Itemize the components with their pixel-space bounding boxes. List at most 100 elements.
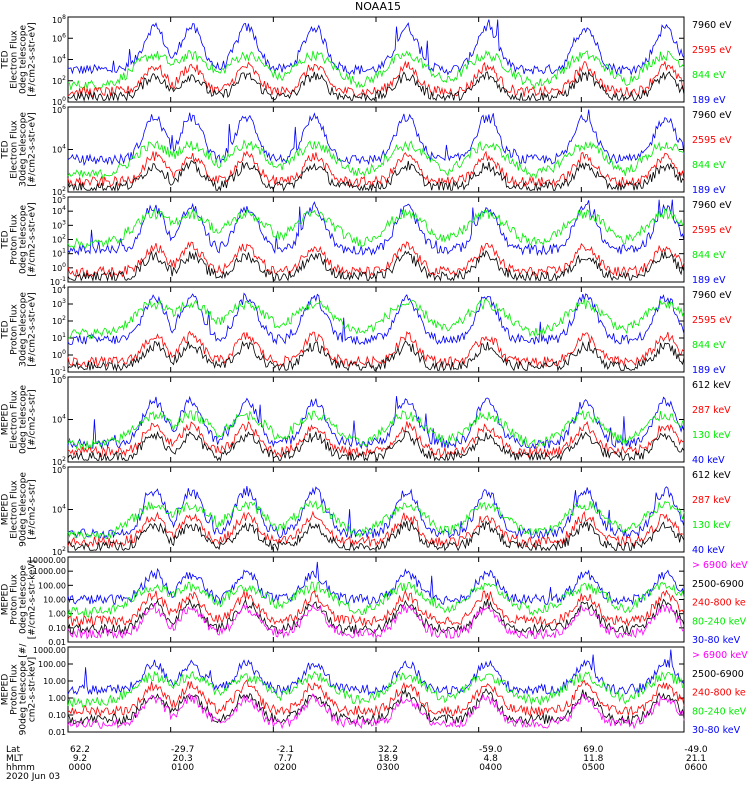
legend-entry: 844 eV	[692, 160, 726, 171]
legend-entry: 7960 eV	[692, 200, 732, 211]
legend-entry: 287 keV	[692, 495, 731, 506]
legend-entry: 40 keV	[692, 545, 725, 556]
x-axis-row-label: MLT	[6, 754, 24, 764]
legend-entry: 240-800 ke	[692, 598, 746, 609]
y-tick-label: 101	[52, 332, 66, 343]
series-line	[67, 139, 685, 181]
series-line	[67, 598, 685, 636]
y-tick-label: 100	[52, 349, 66, 360]
y-axis-label: TEDElectron Flux0deg telescope[#/cm2-s-s…	[1, 22, 38, 97]
x-axis-row-value: 20.3	[173, 754, 193, 764]
series-line	[67, 581, 685, 618]
legend-entry: 40 keV	[692, 455, 725, 466]
x-axis-row-value: 7.7	[278, 754, 292, 764]
y-tick-label: 104	[52, 144, 66, 155]
x-axis-row-value: 4.8	[484, 754, 499, 764]
x-axis-row-value: 9.2	[73, 754, 87, 764]
series-line	[67, 330, 685, 369]
legend-entry: 30-80 keV	[692, 725, 741, 736]
legend-entry: 80-240 keV	[692, 706, 747, 717]
series-line	[67, 670, 684, 708]
y-axis-label: MEPEDProton Flux0deg telescope[#/cm2-s-s…	[1, 560, 38, 639]
panel-meped-electron-0deg: 102 104 106 MEPEDElectron Flux0deg telescop…	[1, 374, 732, 467]
legend-entry: 2595 eV	[692, 45, 732, 56]
legend-entry: 130 keV	[692, 520, 731, 531]
legend-entry: 2595 eV	[692, 315, 732, 326]
series-line	[67, 693, 685, 730]
series-line	[67, 510, 685, 549]
series-line	[67, 420, 685, 459]
x-axis-row-label: Lat	[6, 745, 21, 755]
legend-entry: 287 keV	[692, 405, 731, 416]
y-tick-label: 101	[52, 248, 66, 259]
panel-frame	[67, 16, 685, 103]
x-axis-row-value: -2.1	[277, 745, 295, 755]
series-line	[67, 49, 685, 91]
panel-meped-proton-90deg: 0.01 0.10 1.00 10.00 100.00 1000.00MEPEDProto…	[1, 643, 749, 737]
panel-ted-electron-30deg: 102 104 106 TEDElectron Flux30deg telescope…	[1, 104, 733, 197]
series-line	[67, 485, 685, 540]
x-axis-row-value: 21.1	[686, 754, 706, 764]
legend-entry: 30-80 keV	[692, 635, 741, 646]
y-tick-label: 104	[52, 414, 66, 425]
y-tick-label: 10-1	[50, 366, 66, 377]
series-line	[67, 150, 685, 188]
x-axis-row-value: 0400	[479, 763, 502, 773]
x-axis-row-value: -59.0	[479, 745, 503, 755]
y-tick-label: 102	[52, 315, 66, 326]
series-line	[67, 250, 685, 282]
legend-entry: 189 eV	[692, 95, 726, 106]
y-tick-label: 102	[52, 546, 66, 557]
legend-entry: 844 eV	[692, 250, 726, 261]
y-tick-label: 106	[52, 32, 66, 43]
series-line	[67, 199, 685, 257]
legend-entry: 2595 eV	[692, 135, 732, 146]
x-axis: Lat 62.2 -29.7 -2.1 32.2 -59.0 69.0 -49.0 MLT 9.2…	[6, 745, 708, 782]
panel-frame	[67, 556, 685, 643]
legend-entry: 189 eV	[692, 185, 726, 196]
series-line	[67, 520, 685, 552]
x-axis-row-value: 18.9	[378, 754, 398, 764]
y-tick-label: 102	[52, 234, 66, 245]
series-line	[67, 679, 685, 718]
y-tick-label: 104	[52, 54, 66, 65]
legend-entry: 189 eV	[692, 275, 726, 286]
y-tick-label: 1000.00	[33, 646, 66, 655]
y-tick-label: 104	[52, 504, 66, 515]
series-line	[67, 649, 685, 696]
y-tick-label: 0.10	[48, 624, 66, 633]
y-tick-label: 106	[52, 104, 66, 115]
x-axis-row-value: 69.0	[583, 745, 603, 755]
panel-ted-electron-0deg: 100 102 104 106 108 TEDElectron Flux0deg tele…	[1, 14, 733, 107]
date-label: 2020 Jun 03	[6, 772, 60, 782]
series-line	[67, 160, 685, 192]
y-tick-label: 100	[52, 96, 66, 107]
x-axis-row-value: 62.2	[70, 745, 90, 755]
x-axis-row-label: hhmm	[6, 763, 35, 773]
y-tick-label: 0.01	[48, 728, 66, 737]
series-line	[67, 409, 685, 451]
legend-entry: 189 eV	[692, 365, 726, 376]
y-tick-label: 1000.00	[33, 567, 66, 576]
panel-frame	[67, 196, 685, 283]
y-tick-label: 105	[52, 194, 66, 205]
y-tick-label: 10.00	[43, 596, 66, 605]
x-axis-row-value: 0100	[171, 763, 194, 773]
y-axis-label: MEPEDElectron Flux0deg telescope[#/cm2-s…	[1, 385, 38, 455]
legend-entry: 612 keV	[692, 380, 731, 391]
series-line	[67, 561, 685, 606]
x-axis-row-value: 0200	[274, 763, 297, 773]
legend-entry: 2500-6900	[692, 579, 744, 590]
series-line	[67, 603, 685, 640]
x-axis-row-value: 0000	[69, 763, 92, 773]
y-tick-label: 10000.00	[28, 556, 66, 565]
legend-entry: 2595 eV	[692, 225, 732, 236]
series-line	[67, 298, 685, 340]
x-axis-row-value: 32.2	[378, 745, 398, 755]
y-tick-label: 10-1	[50, 276, 66, 287]
x-axis-row-value: 0500	[582, 763, 605, 773]
y-tick-label: 100.00	[38, 581, 66, 590]
x-axis-row-value: 0300	[377, 763, 400, 773]
y-tick-label: 1.00	[48, 694, 66, 703]
series-line	[67, 60, 685, 98]
